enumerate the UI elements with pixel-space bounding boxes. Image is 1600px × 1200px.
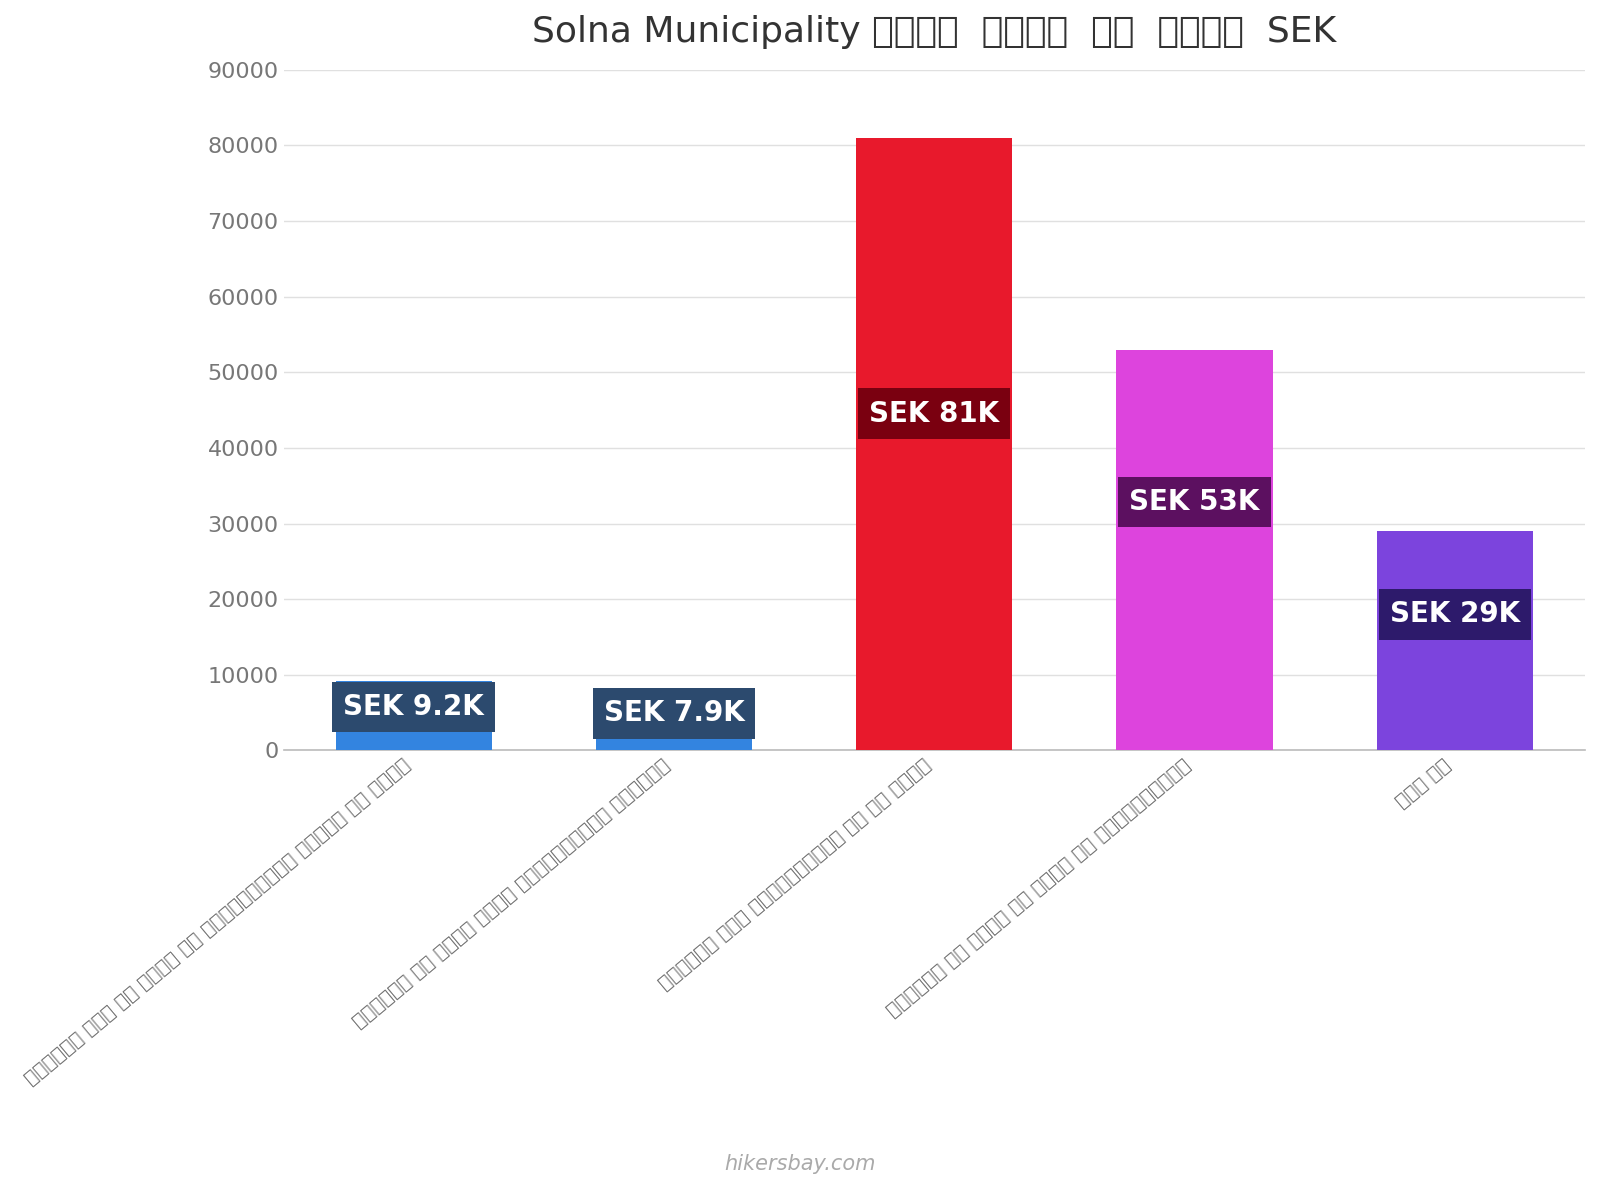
Text: SEK 7.9K: SEK 7.9K — [603, 700, 744, 727]
Text: SEK 81K: SEK 81K — [869, 400, 1000, 427]
Bar — [595, 691, 752, 750]
Text: SEK 29K: SEK 29K — [1390, 600, 1520, 629]
Text: hikersbay.com: hikersbay.com — [725, 1154, 875, 1174]
Text: SEK 9.2K: SEK 9.2K — [344, 694, 485, 721]
Title: Solna Municipality जीवन  यापन  की  लागत  SEK: Solna Municipality जीवन यापन की लागत SEK — [533, 14, 1336, 49]
Text: SEK 53K: SEK 53K — [1130, 488, 1259, 516]
Bar — [336, 680, 491, 750]
Bar — [856, 138, 1013, 750]
Bar — [1117, 349, 1272, 750]
Bar — [1376, 532, 1533, 750]
